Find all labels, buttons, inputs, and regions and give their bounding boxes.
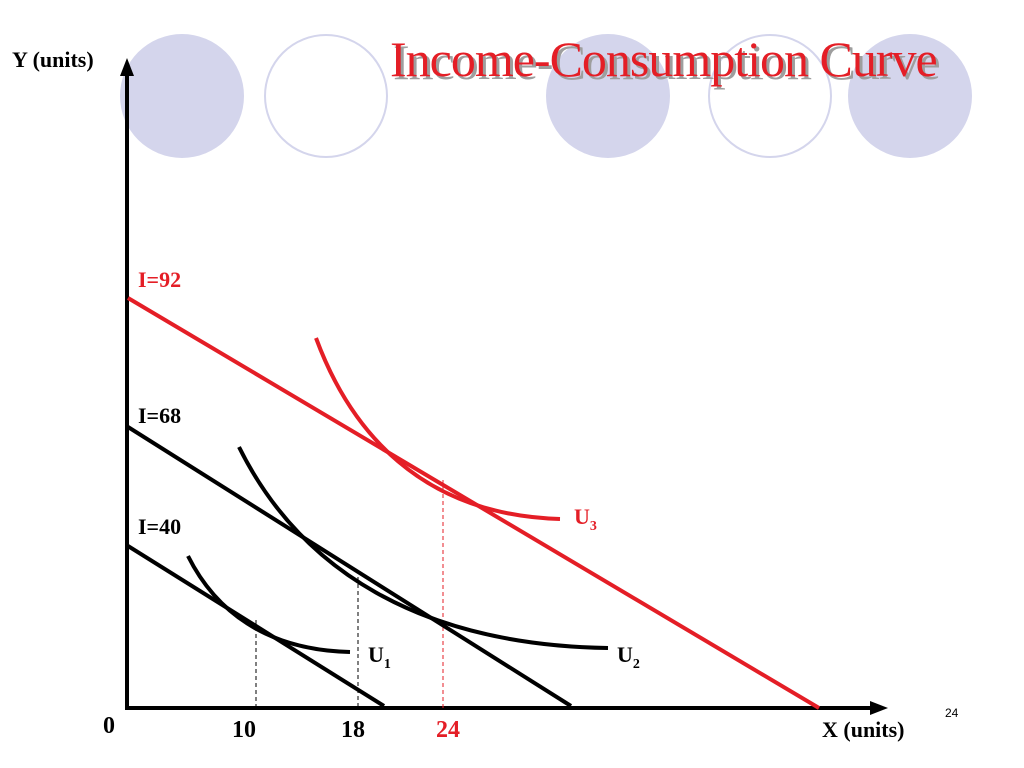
curve-label-u3-main: U [574, 504, 590, 529]
curve-label-u1-sub: 1 [384, 657, 391, 672]
x-axis-label: X (units) [822, 717, 905, 742]
curve-label-u1: U1 [368, 642, 391, 672]
curve-label-u1-main: U [368, 642, 384, 667]
decor-circle-4 [708, 34, 832, 158]
decor-circle-5 [848, 34, 972, 158]
budget-label-i68: I=68 [138, 403, 181, 428]
decor-circle-2 [264, 34, 388, 158]
x-axis-arrow [870, 701, 888, 715]
curve-label-u3-sub: 3 [590, 519, 597, 534]
page-number: 24 [945, 706, 959, 720]
y-axis-arrow [120, 58, 134, 76]
x-tick-24: 24 [436, 717, 460, 743]
slide-title: Income-Consumption Curve [390, 31, 938, 87]
indifference-curve-u2 [237, 446, 609, 650]
curve-label-u2-main: U [617, 642, 633, 667]
budget-label-i40: I=40 [138, 514, 181, 539]
axes [120, 58, 888, 715]
curve-label-u2: U2 [617, 642, 640, 672]
indifference-curve-u1 [186, 555, 351, 654]
decor-circle-3 [546, 34, 670, 158]
x-tick-10: 10 [232, 717, 256, 743]
budget-label-i92: I=92 [138, 267, 181, 292]
budget-line-i68 [126, 425, 573, 708]
indifference-curves [186, 337, 609, 654]
curve-label-u3: U3 [574, 504, 597, 534]
budget-line-i40 [126, 544, 386, 708]
x-tick-18: 18 [341, 717, 365, 743]
curve-label-u2-sub: 2 [633, 657, 640, 672]
decor-circle-1 [120, 34, 244, 158]
y-axis-label: Y (units) [12, 47, 94, 72]
indifference-curve-u3 [314, 337, 561, 521]
origin-label: 0 [103, 713, 115, 739]
decorative-circles [120, 34, 972, 158]
drop-lines [255, 480, 444, 708]
